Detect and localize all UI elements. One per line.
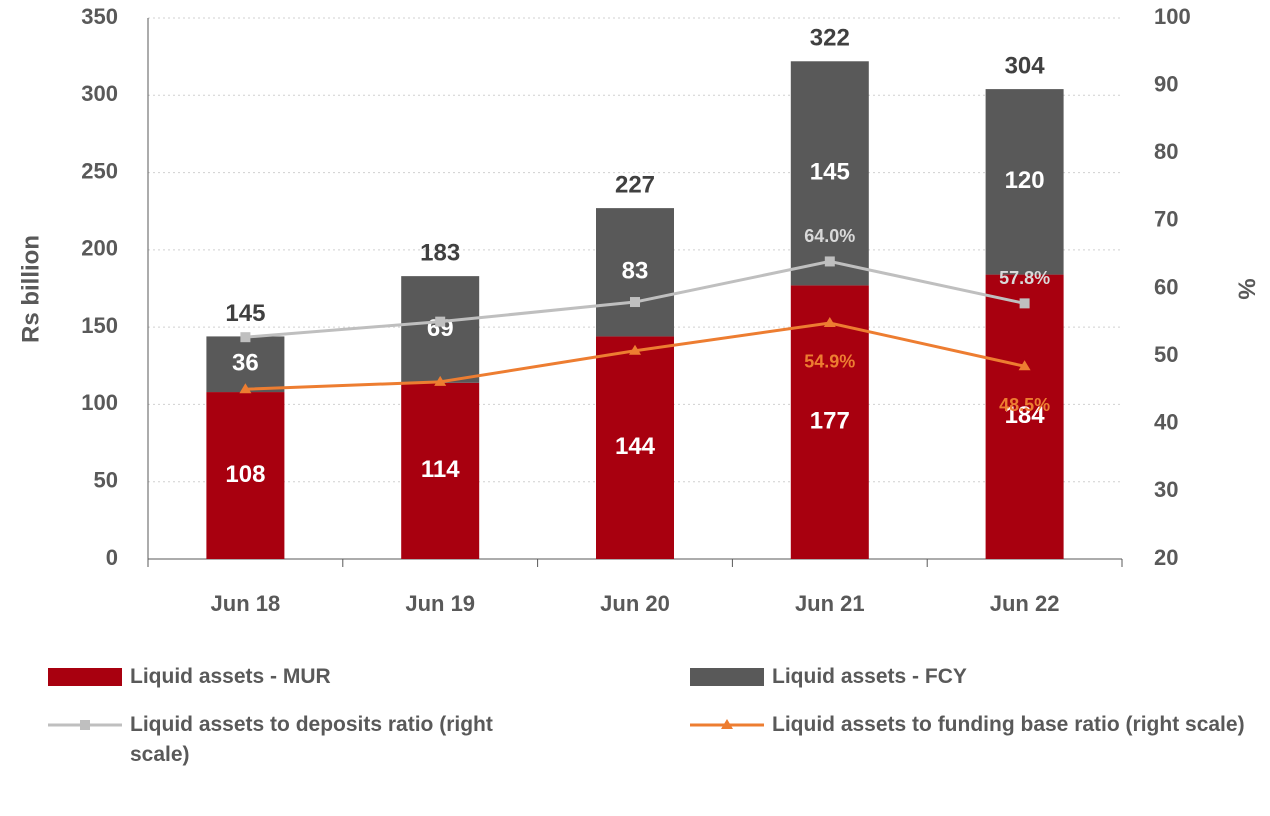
y2-tick-label: 30 [1154, 477, 1178, 502]
chart: Rs billion % 0 50 100 150 200 250 300 350 20 30 40… [17, 4, 1260, 616]
legend-swatch [48, 668, 122, 686]
y-tick-label: 200 [81, 236, 118, 261]
bar-value-label: 177 [810, 408, 850, 435]
legend-item: Liquid assets - MUR [48, 662, 408, 692]
y-tick-label: 100 [81, 390, 118, 415]
legend-item: Liquid assets - FCY [690, 662, 1250, 692]
bar [790, 61, 869, 286]
bar-value-label: 83 [622, 258, 649, 285]
x-tick-label: Jun 22 [990, 591, 1060, 616]
legend-label: Liquid assets to deposits ratio (right s… [130, 713, 493, 766]
y-tick-label: 350 [81, 4, 118, 29]
bar-value-label: 120 [1005, 167, 1045, 194]
line-marker [434, 375, 447, 386]
total-label: 322 [810, 25, 850, 52]
line-marker [80, 720, 90, 730]
y2-tick-label: 40 [1154, 410, 1178, 435]
bar [206, 392, 285, 559]
legend-item: Liquid assets to deposits ratio (right s… [48, 710, 518, 770]
x-tick-label: Jun 18 [211, 591, 281, 616]
bar [401, 382, 480, 559]
bar [206, 336, 285, 393]
line-value-label: 48.5% [999, 395, 1050, 415]
bar-value-label: 145 [810, 159, 850, 186]
bar [596, 336, 674, 559]
line-marker [1019, 298, 1030, 309]
x-tick-label: Jun 21 [795, 591, 865, 616]
y-tick-label: 250 [81, 158, 118, 183]
total-label: 227 [615, 171, 655, 198]
line-value-label: 57.8% [999, 268, 1050, 288]
legend-swatch [48, 720, 122, 730]
bar-value-label: 144 [615, 433, 656, 460]
bar-value-label: 108 [225, 461, 265, 488]
line-value-label: 54.9% [804, 352, 855, 372]
y-axis-label: Rs billion [17, 235, 44, 343]
y2-tick-label: 90 [1154, 71, 1178, 96]
y-tick-label: 150 [81, 313, 118, 338]
legend-item: Liquid assets to funding base ratio (rig… [690, 710, 1265, 740]
line-value-label: 64.0% [804, 226, 855, 246]
line-marker [1018, 360, 1031, 371]
y2-tick-label: 60 [1154, 274, 1178, 299]
line-marker [823, 316, 836, 327]
legend-swatch [690, 719, 764, 729]
legend-swatch [690, 668, 764, 686]
legend-label: Liquid assets - MUR [130, 665, 331, 688]
total-label: 183 [420, 239, 460, 266]
y-tick-label: 0 [106, 545, 118, 570]
bar [790, 285, 869, 559]
bar [401, 276, 480, 383]
x-tick-label: Jun 20 [600, 591, 670, 616]
y-tick-label: 50 [94, 468, 118, 493]
y-tick-label: 300 [81, 81, 118, 106]
bar [985, 89, 1064, 275]
line-marker [721, 719, 733, 729]
y2-tick-label: 20 [1154, 545, 1178, 570]
bar [596, 208, 674, 337]
line-marker [239, 383, 252, 394]
line-marker [629, 344, 641, 355]
bar-value-label: 36 [232, 350, 259, 377]
legend-rect [690, 668, 764, 686]
line-marker [824, 256, 835, 267]
total-label: 304 [1005, 52, 1046, 79]
bar-value-label: 184 [1005, 402, 1046, 429]
y2-tick-label: 100 [1154, 4, 1191, 29]
total-label: 145 [225, 300, 265, 327]
legend-label: Liquid assets to funding base ratio (rig… [772, 713, 1245, 736]
line-marker [240, 332, 251, 343]
legend-rect [48, 668, 122, 686]
legend-label: Liquid assets - FCY [772, 665, 967, 688]
line-marker [435, 316, 446, 327]
y2-tick-label: 50 [1154, 342, 1178, 367]
y2-axis-label: % [1233, 278, 1260, 299]
bar-value-label: 114 [421, 456, 460, 483]
bar [985, 274, 1064, 559]
y2-tick-label: 70 [1154, 207, 1178, 232]
y2-tick-label: 80 [1154, 139, 1178, 164]
line-marker [630, 297, 640, 308]
x-tick-label: Jun 19 [405, 591, 475, 616]
